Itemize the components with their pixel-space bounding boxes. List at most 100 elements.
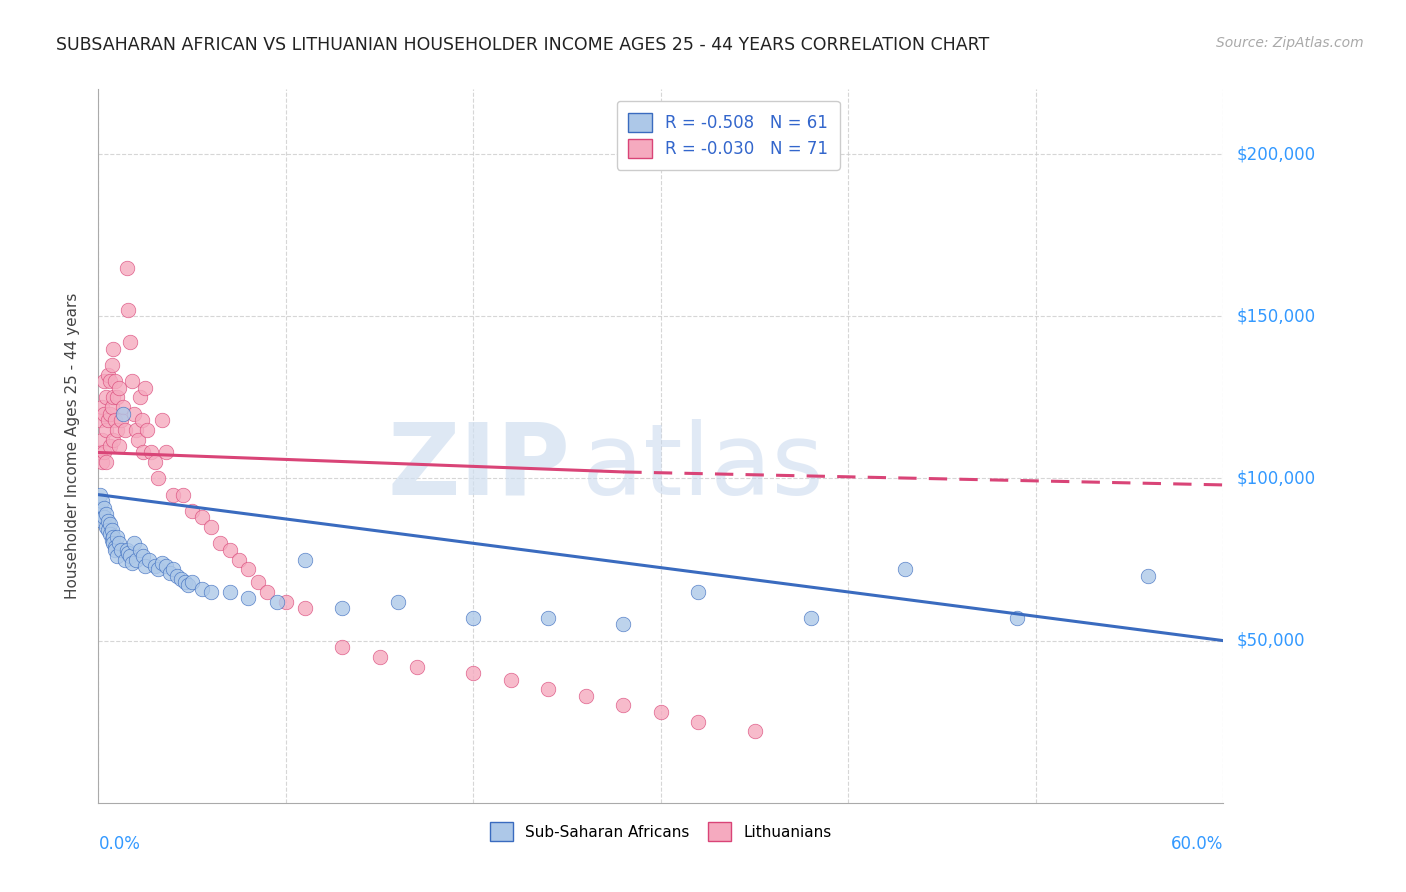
Point (612, 698, 634, 713)
Point (103, 390, 125, 404)
Point (170, 572, 193, 586)
Legend: Sub-Saharan Africans, Lithuanians: Sub-Saharan Africans, Lithuanians (482, 814, 839, 848)
Text: $100,000: $100,000 (1237, 469, 1316, 487)
Point (200, 585, 222, 599)
Point (89, 488, 111, 502)
Point (98, 516, 121, 531)
Point (330, 601, 353, 615)
Point (111, 400, 134, 414)
Point (93, 407, 115, 421)
Point (688, 585, 710, 599)
Point (537, 611, 560, 625)
Point (122, 536, 145, 550)
Point (117, 546, 139, 560)
Point (463, 611, 485, 625)
Text: 0.0%: 0.0% (98, 835, 141, 853)
Point (190, 510, 212, 524)
Point (246, 575, 269, 590)
Point (238, 562, 260, 576)
Point (91, 433, 114, 447)
Point (97, 413, 120, 427)
Point (94, 520, 117, 534)
Point (108, 381, 131, 395)
Point (104, 540, 127, 554)
Point (91, 455, 114, 469)
Point (89, 504, 111, 518)
Point (177, 578, 200, 592)
Point (181, 575, 204, 590)
Point (294, 601, 316, 615)
Y-axis label: Householder Income Ages 25 - 44 years: Householder Income Ages 25 - 44 years (65, 293, 80, 599)
Text: $200,000: $200,000 (1237, 145, 1316, 163)
Point (93, 374, 115, 388)
Point (162, 562, 184, 576)
Point (650, 705, 672, 719)
Point (93, 445, 115, 459)
Point (148, 562, 170, 576)
Point (100, 400, 122, 414)
Point (218, 542, 240, 557)
Point (893, 562, 915, 576)
Point (97, 514, 120, 528)
Point (209, 536, 232, 550)
Point (274, 595, 297, 609)
Point (139, 445, 162, 459)
Point (136, 423, 159, 437)
Point (127, 433, 149, 447)
Point (98, 407, 121, 421)
Point (173, 575, 195, 590)
Point (121, 374, 143, 388)
Point (744, 724, 766, 739)
Text: $50,000: $50,000 (1237, 632, 1306, 649)
Point (1137, 568, 1160, 582)
Point (228, 552, 250, 566)
Point (162, 488, 184, 502)
Point (132, 549, 155, 564)
Point (115, 260, 138, 275)
Text: atlas: atlas (582, 419, 824, 516)
Point (499, 673, 522, 687)
Point (91, 494, 114, 508)
Point (463, 666, 485, 681)
Point (105, 549, 128, 564)
Point (256, 585, 278, 599)
Point (148, 471, 170, 485)
Point (121, 556, 143, 570)
Point (108, 439, 131, 453)
Point (800, 611, 823, 625)
Point (134, 559, 156, 574)
Point (97, 524, 120, 538)
Point (155, 559, 177, 574)
Point (181, 504, 204, 518)
Point (172, 488, 194, 502)
Point (117, 302, 139, 317)
Point (111, 407, 134, 421)
Point (132, 445, 155, 459)
Text: SUBSAHARAN AFRICAN VS LITHUANIAN HOUSEHOLDER INCOME AGES 25 - 44 YEARS CORRELATI: SUBSAHARAN AFRICAN VS LITHUANIAN HOUSEHO… (56, 36, 990, 54)
Point (114, 423, 136, 437)
Point (368, 649, 391, 664)
Point (103, 433, 125, 447)
Point (110, 413, 132, 427)
Point (150, 556, 173, 570)
Point (120, 549, 142, 564)
Point (110, 542, 132, 557)
Point (134, 381, 156, 395)
Point (238, 591, 260, 606)
Point (91, 400, 114, 414)
Text: ZIP: ZIP (388, 419, 571, 516)
Point (103, 530, 125, 544)
Point (94, 507, 117, 521)
Point (98, 439, 121, 453)
Point (159, 566, 181, 580)
Point (128, 390, 150, 404)
Point (575, 689, 598, 703)
Point (131, 413, 153, 427)
Point (266, 595, 288, 609)
Point (104, 374, 127, 388)
Point (143, 559, 166, 574)
Point (122, 407, 145, 421)
Point (91, 514, 114, 528)
Point (128, 542, 150, 557)
Point (218, 585, 240, 599)
